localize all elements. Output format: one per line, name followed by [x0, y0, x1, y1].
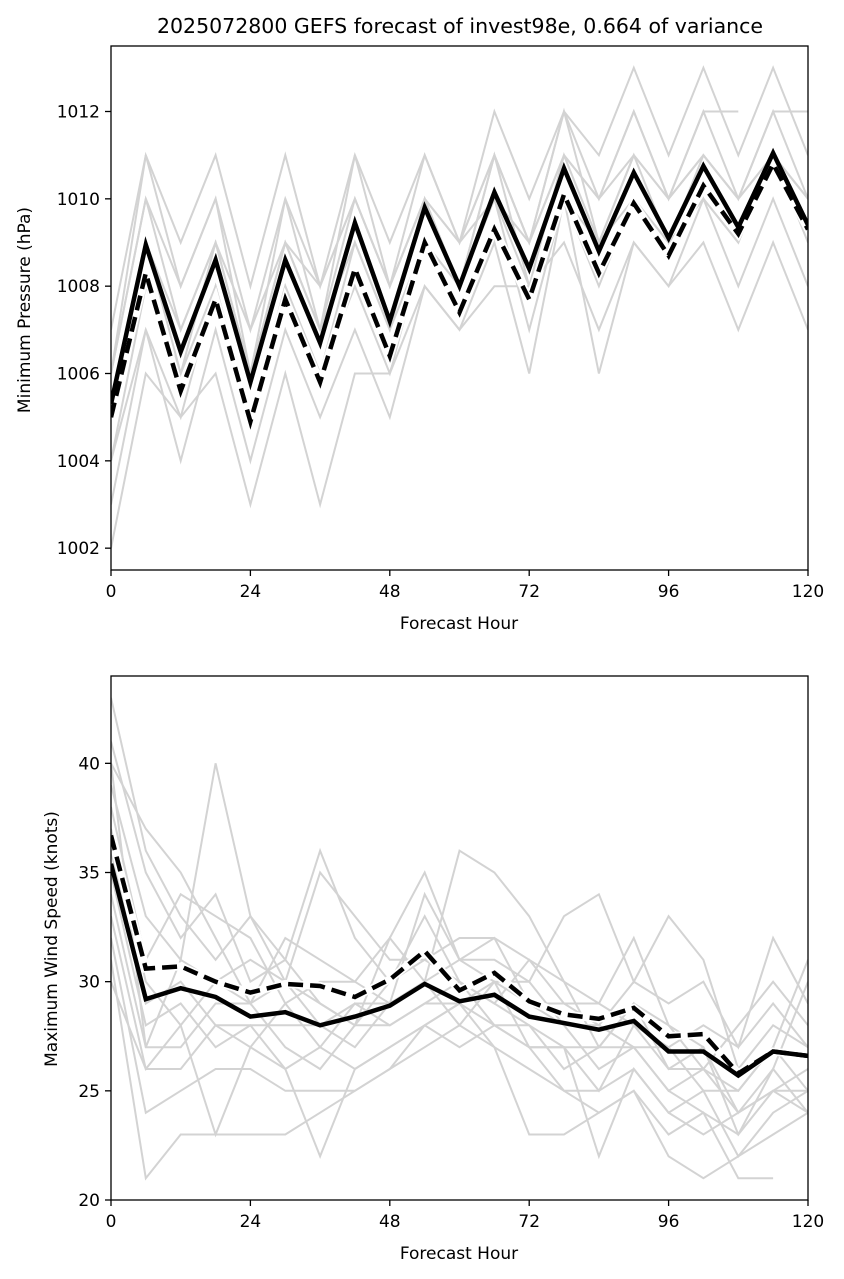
y-tick-label: 40	[78, 754, 100, 774]
dashed-mean-line	[111, 834, 808, 1077]
x-tick-label: 120	[792, 582, 824, 602]
y-tick-label: 1008	[57, 277, 100, 297]
ensemble-member-line	[111, 850, 808, 1115]
y-tick-label: 1012	[57, 103, 100, 123]
y-tick-label: 20	[78, 1191, 100, 1211]
x-tick-label: 0	[106, 1212, 117, 1232]
x-tick-label: 120	[792, 1212, 824, 1232]
x-axis-label: Forecast Hour	[400, 1244, 518, 1264]
dashed-mean-halo	[111, 834, 808, 1079]
x-tick-label: 96	[658, 582, 680, 602]
y-tick-label: 30	[78, 973, 100, 993]
x-axis-label: Forecast Hour	[400, 614, 518, 634]
ensemble-member-line	[111, 697, 808, 1137]
dashed-mean-line	[111, 158, 808, 430]
ensemble-mean-line	[111, 147, 808, 405]
wind-chart: 0 24 48 72 96 120 20 25 30 35 40 Forecast Hour Max…	[42, 675, 824, 1264]
x-tick-label: 24	[240, 582, 262, 602]
y-axis-label: Minimum Pressure (hPa)	[15, 207, 35, 413]
chart-title: 2025072800 GEFS forecast of invest98e, 0…	[157, 14, 763, 38]
y-tick-label: 1006	[57, 365, 100, 385]
x-tick-label: 48	[379, 1212, 401, 1232]
series-group	[111, 65, 808, 549]
ensemble-mean-line	[111, 863, 808, 1079]
pressure-chart: 2025072800 GEFS forecast of invest98e, 0…	[15, 14, 824, 634]
axes-frame	[110, 45, 809, 571]
ensemble-member-line	[111, 915, 808, 1159]
wind-plot-area: 0 24 48 72 96 120 20 25 30 35 40	[78, 675, 824, 1232]
ensemble-member-line	[111, 937, 774, 1180]
x-tick-label: 24	[240, 1212, 262, 1232]
y-tick-label: 25	[78, 1082, 100, 1102]
x-tick-label: 72	[518, 1212, 540, 1232]
y-axis-label: Maximum Wind Speed (knots)	[42, 811, 62, 1067]
ensemble-member-line	[111, 196, 808, 505]
pressure-plot-area: 0 24 48 72 96 120 1002 1004 1006 1008 1010 1012	[57, 45, 824, 602]
series-group	[111, 697, 808, 1181]
y-tick-label: 1010	[57, 190, 100, 210]
y-tick-label: 35	[78, 864, 100, 884]
x-tick-label: 96	[658, 1212, 680, 1232]
axes-frame	[110, 675, 809, 1201]
x-tick-label: 0	[106, 582, 117, 602]
x-tick-label: 72	[518, 582, 540, 602]
y-tick-label: 1004	[57, 452, 100, 472]
ensemble-member-line	[111, 894, 808, 1136]
y-tick-label: 1002	[57, 539, 100, 559]
x-tick-label: 48	[379, 582, 401, 602]
